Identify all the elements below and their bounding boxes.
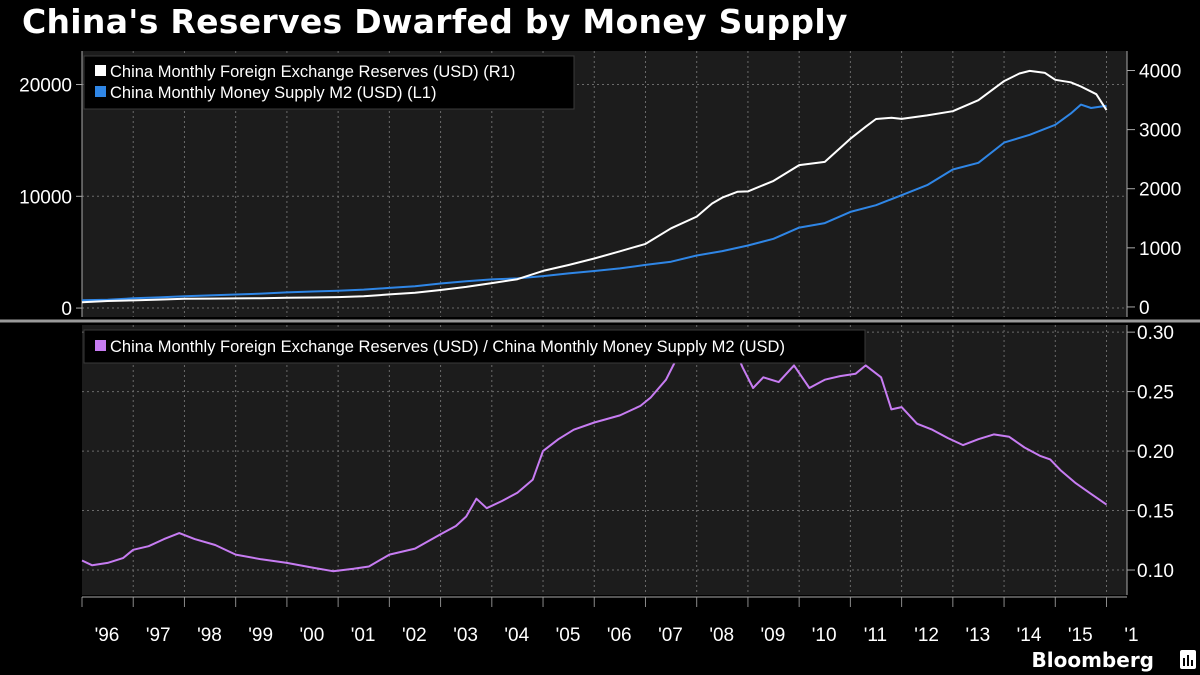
x-tick-label: '97	[146, 625, 171, 646]
ratio-series-line	[81, 343, 1108, 573]
reserves-legend-label: China Monthly Foreign Exchange Reserves …	[110, 63, 515, 81]
ratio-y-tick-label: 0.15	[1137, 502, 1174, 523]
x-tick-label: '01	[351, 625, 376, 646]
chart-title: China's Reserves Dwarfed by Money Supply	[22, 2, 848, 41]
tick-labels: '96 '97 '98 '99 '00 '01 '02 '03 '04 '05 '06 '07 '08 '…	[19, 62, 1181, 646]
ratio-y-tick-label: 0.20	[1137, 442, 1174, 463]
reserves-legend-swatch	[95, 65, 106, 76]
x-tick-label: '13	[965, 625, 990, 646]
m2-legend-label: China Monthly Money Supply M2 (USD) (L1)	[110, 84, 436, 102]
x-tick-label: '96	[95, 625, 120, 646]
x-tick-label: '05	[556, 625, 581, 646]
ratio-legend-swatch	[95, 340, 106, 351]
right-y-tick-label: 0	[1139, 298, 1150, 319]
bloomberg-logo-text: Bloomberg	[1031, 648, 1154, 672]
x-tick-label: '10	[812, 625, 837, 646]
x-tick-label: '00	[300, 625, 325, 646]
x-tick-label: '02	[402, 625, 427, 646]
bottom-legend-box	[83, 329, 866, 364]
x-tick-label: '98	[197, 625, 222, 646]
x-tick-label: '09	[761, 625, 786, 646]
x-tick-label: '11	[864, 625, 887, 646]
right-y-tick-label: 1000	[1139, 239, 1181, 260]
ratio-legend-label: China Monthly Foreign Exchange Reserves …	[110, 338, 785, 356]
right-y-tick-label: 4000	[1139, 62, 1181, 83]
left-y-tick-label: 10000	[19, 187, 72, 208]
bottom-legend: China Monthly Foreign Exchange Reserves …	[83, 329, 866, 364]
x-tick-label: '14	[1017, 625, 1042, 646]
top-legend-box	[83, 55, 575, 110]
left-y-tick-label: 0	[61, 299, 72, 320]
reserves-series-line	[81, 69, 1108, 304]
top-legend: China Monthly Foreign Exchange Reserves …	[83, 55, 575, 110]
x-tick-label: '15	[1068, 625, 1093, 646]
gridlines	[76, 51, 1135, 607]
x-tick-label: '99	[248, 625, 273, 646]
x-tick-label: '08	[709, 625, 734, 646]
left-y-tick-label: 20000	[19, 76, 72, 97]
right-y-tick-label: 2000	[1139, 180, 1181, 201]
plot-lines	[81, 69, 1108, 573]
x-tick-label: '07	[658, 625, 683, 646]
x-tick-label: '1	[1124, 625, 1138, 646]
right-y-tick-label: 3000	[1139, 121, 1181, 142]
ratio-y-tick-label: 0.10	[1137, 561, 1174, 582]
ratio-y-tick-label: 0.25	[1137, 383, 1174, 404]
m2-series-line	[81, 103, 1107, 302]
x-tick-label: '03	[453, 625, 478, 646]
x-tick-label: '12	[914, 625, 939, 646]
m2-legend-swatch	[95, 86, 106, 97]
x-tick-label: '06	[607, 625, 632, 646]
ratio-y-tick-label: 0.30	[1137, 323, 1174, 344]
x-tick-label: '04	[504, 625, 529, 646]
bloomberg-terminal-icon	[1180, 650, 1196, 669]
